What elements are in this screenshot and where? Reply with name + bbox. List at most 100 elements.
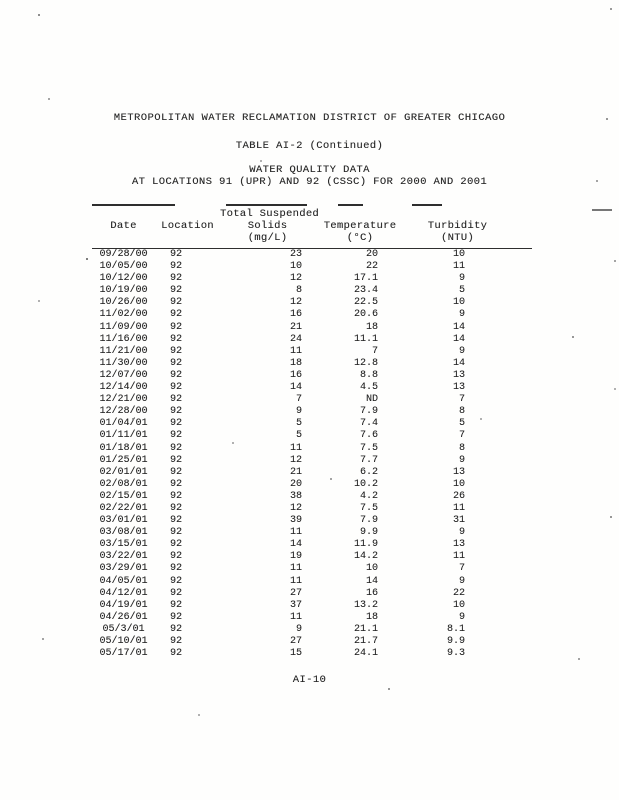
cell-date: 10/26/00: [99, 297, 148, 309]
table-row: 10/12/00 92 12 17.1 9: [92, 273, 532, 285]
cell-turbidity: 11: [452, 261, 465, 273]
cell-location: 92: [170, 636, 183, 647]
cell-date: 04/05/01: [99, 575, 148, 587]
cell-tss: 12: [289, 454, 302, 466]
header-line: Solids: [247, 220, 288, 232]
cell-temperature: 24.1: [353, 648, 378, 660]
cell-date: 03/01/01: [99, 515, 148, 527]
cell-location: 92: [170, 321, 183, 333]
cell-location: 92: [170, 551, 183, 563]
table-row: 11/16/00 92 24 11.1 14: [92, 334, 532, 346]
cell-temperature: 4.5: [359, 382, 378, 394]
cell-turbidity: 11: [452, 551, 465, 563]
cell-location: 92: [170, 623, 183, 635]
cell-tss: 21: [289, 466, 302, 478]
cell-date: 12/21/00: [99, 394, 148, 406]
cell-turbidity: 14: [452, 357, 465, 369]
cell-date: 10/19/00: [99, 285, 148, 297]
cell-turbidity: 13: [452, 382, 465, 394]
cell-tss: 5: [295, 418, 302, 430]
cell-temperature: 18: [365, 611, 378, 623]
table-header-row: Date Location Total Suspended Solids (mg…: [92, 206, 532, 249]
cell-date: 04/19/01: [99, 599, 148, 611]
table-row: 03/15/01 92 14 11.9 13: [92, 539, 532, 551]
cell-temperature: 20.6: [353, 309, 378, 321]
cell-temperature: 16: [365, 587, 378, 599]
cell-date: 02/08/01: [99, 478, 148, 490]
table-row: 01/11/01 92 5 7.6 7: [92, 430, 532, 442]
cell-date: 05/17/01: [99, 648, 148, 660]
table-row: 01/18/01 92 11 7.5 8: [92, 443, 532, 455]
cell-date: 04/12/01: [99, 587, 148, 599]
header-line: (°C): [346, 232, 374, 244]
cell-turbidity: 9: [458, 527, 465, 539]
cell-date: 02/15/01: [99, 490, 148, 502]
cell-tss: 27: [289, 636, 302, 647]
table-row: 10/26/00 92 12 22.5 10: [92, 297, 532, 309]
cell-turbidity: 8.1: [446, 623, 465, 635]
cell-location: 92: [170, 575, 183, 587]
cell-temperature: 11.9: [353, 539, 378, 551]
header-line: (mg/L): [247, 232, 288, 244]
table-row: 12/21/00 92 7 ND 7: [92, 394, 532, 406]
table-row: 10/19/00 92 8 23.4 5: [92, 285, 532, 297]
cell-temperature: 14: [365, 575, 378, 587]
table-row: 11/30/00 92 18 12.8 14: [92, 358, 532, 370]
org-title: METROPOLITAN WATER RECLAMATION DISTRICT …: [113, 112, 506, 124]
cell-temperature: 7.9: [359, 406, 378, 418]
cell-turbidity: 22: [452, 587, 465, 599]
cell-location: 92: [170, 309, 183, 321]
cell-temperature: 7: [371, 345, 378, 357]
cell-location: 92: [170, 587, 183, 599]
cell-temperature: 14.2: [353, 551, 378, 563]
cell-tss: 18: [289, 357, 302, 369]
cell-location: 92: [170, 527, 183, 539]
cell-date: 12/28/00: [99, 406, 148, 418]
cell-turbidity: 13: [452, 466, 465, 478]
page-number: AI-10: [292, 674, 327, 687]
header-line: Temperature: [323, 220, 397, 232]
cell-turbidity: 10: [452, 297, 465, 309]
cell-turbidity: 5: [458, 418, 465, 430]
cell-location: 92: [170, 297, 183, 309]
table-row: 04/05/01 92 11 14 9: [92, 576, 532, 588]
cell-tss: 21: [289, 321, 302, 333]
cell-date: 10/05/00: [99, 261, 148, 273]
cell-location: 92: [170, 273, 183, 285]
cell-turbidity: 14: [452, 333, 465, 345]
col-header-temperature: Temperature (°C): [315, 206, 405, 249]
cell-location: 92: [170, 563, 183, 575]
cell-temperature: 7.5: [359, 442, 378, 454]
cell-location: 92: [170, 478, 183, 490]
table-row: 02/01/01 92 21 6.2 13: [92, 467, 532, 479]
cell-tss: 39: [289, 515, 302, 527]
cell-date: 03/29/01: [99, 563, 148, 575]
cell-tss: 19: [289, 551, 302, 563]
table-row: 02/08/01 92 20 10.2 10: [92, 479, 532, 491]
scan-noise-speckles: [38, 14, 40, 16]
cell-location: 92: [170, 454, 183, 466]
cell-location: 92: [170, 345, 183, 357]
cell-date: 11/02/00: [99, 309, 148, 321]
cell-date: 01/18/01: [99, 442, 148, 454]
cell-temperature: 6.2: [359, 466, 378, 478]
table-row: 12/14/00 92 14 4.5 13: [92, 382, 532, 394]
cell-location: 92: [170, 333, 183, 345]
cell-turbidity: 9: [458, 273, 465, 285]
cell-temperature: 21.1: [353, 623, 378, 635]
cell-location: 92: [170, 382, 183, 394]
table-row: 05/10/01 92 27 21.7 9.9: [92, 636, 532, 648]
cell-tss: 24: [289, 333, 302, 345]
cell-temperature: 22: [365, 261, 378, 273]
cell-turbidity: 9: [458, 309, 465, 321]
cell-location: 92: [170, 648, 183, 660]
cell-temperature: 22.5: [353, 297, 378, 309]
cell-temperature: 20: [365, 249, 378, 260]
subtitle-line1: WATER QUALITY DATA: [249, 164, 370, 176]
cell-tss: 12: [289, 273, 302, 285]
table-row: 04/26/01 92 11 18 9: [92, 612, 532, 624]
table-row: 03/08/01 92 11 9.9 9: [92, 527, 532, 539]
cell-tss: 5: [295, 430, 302, 442]
header-line: Location: [161, 220, 214, 232]
cell-turbidity: 10: [452, 249, 465, 260]
